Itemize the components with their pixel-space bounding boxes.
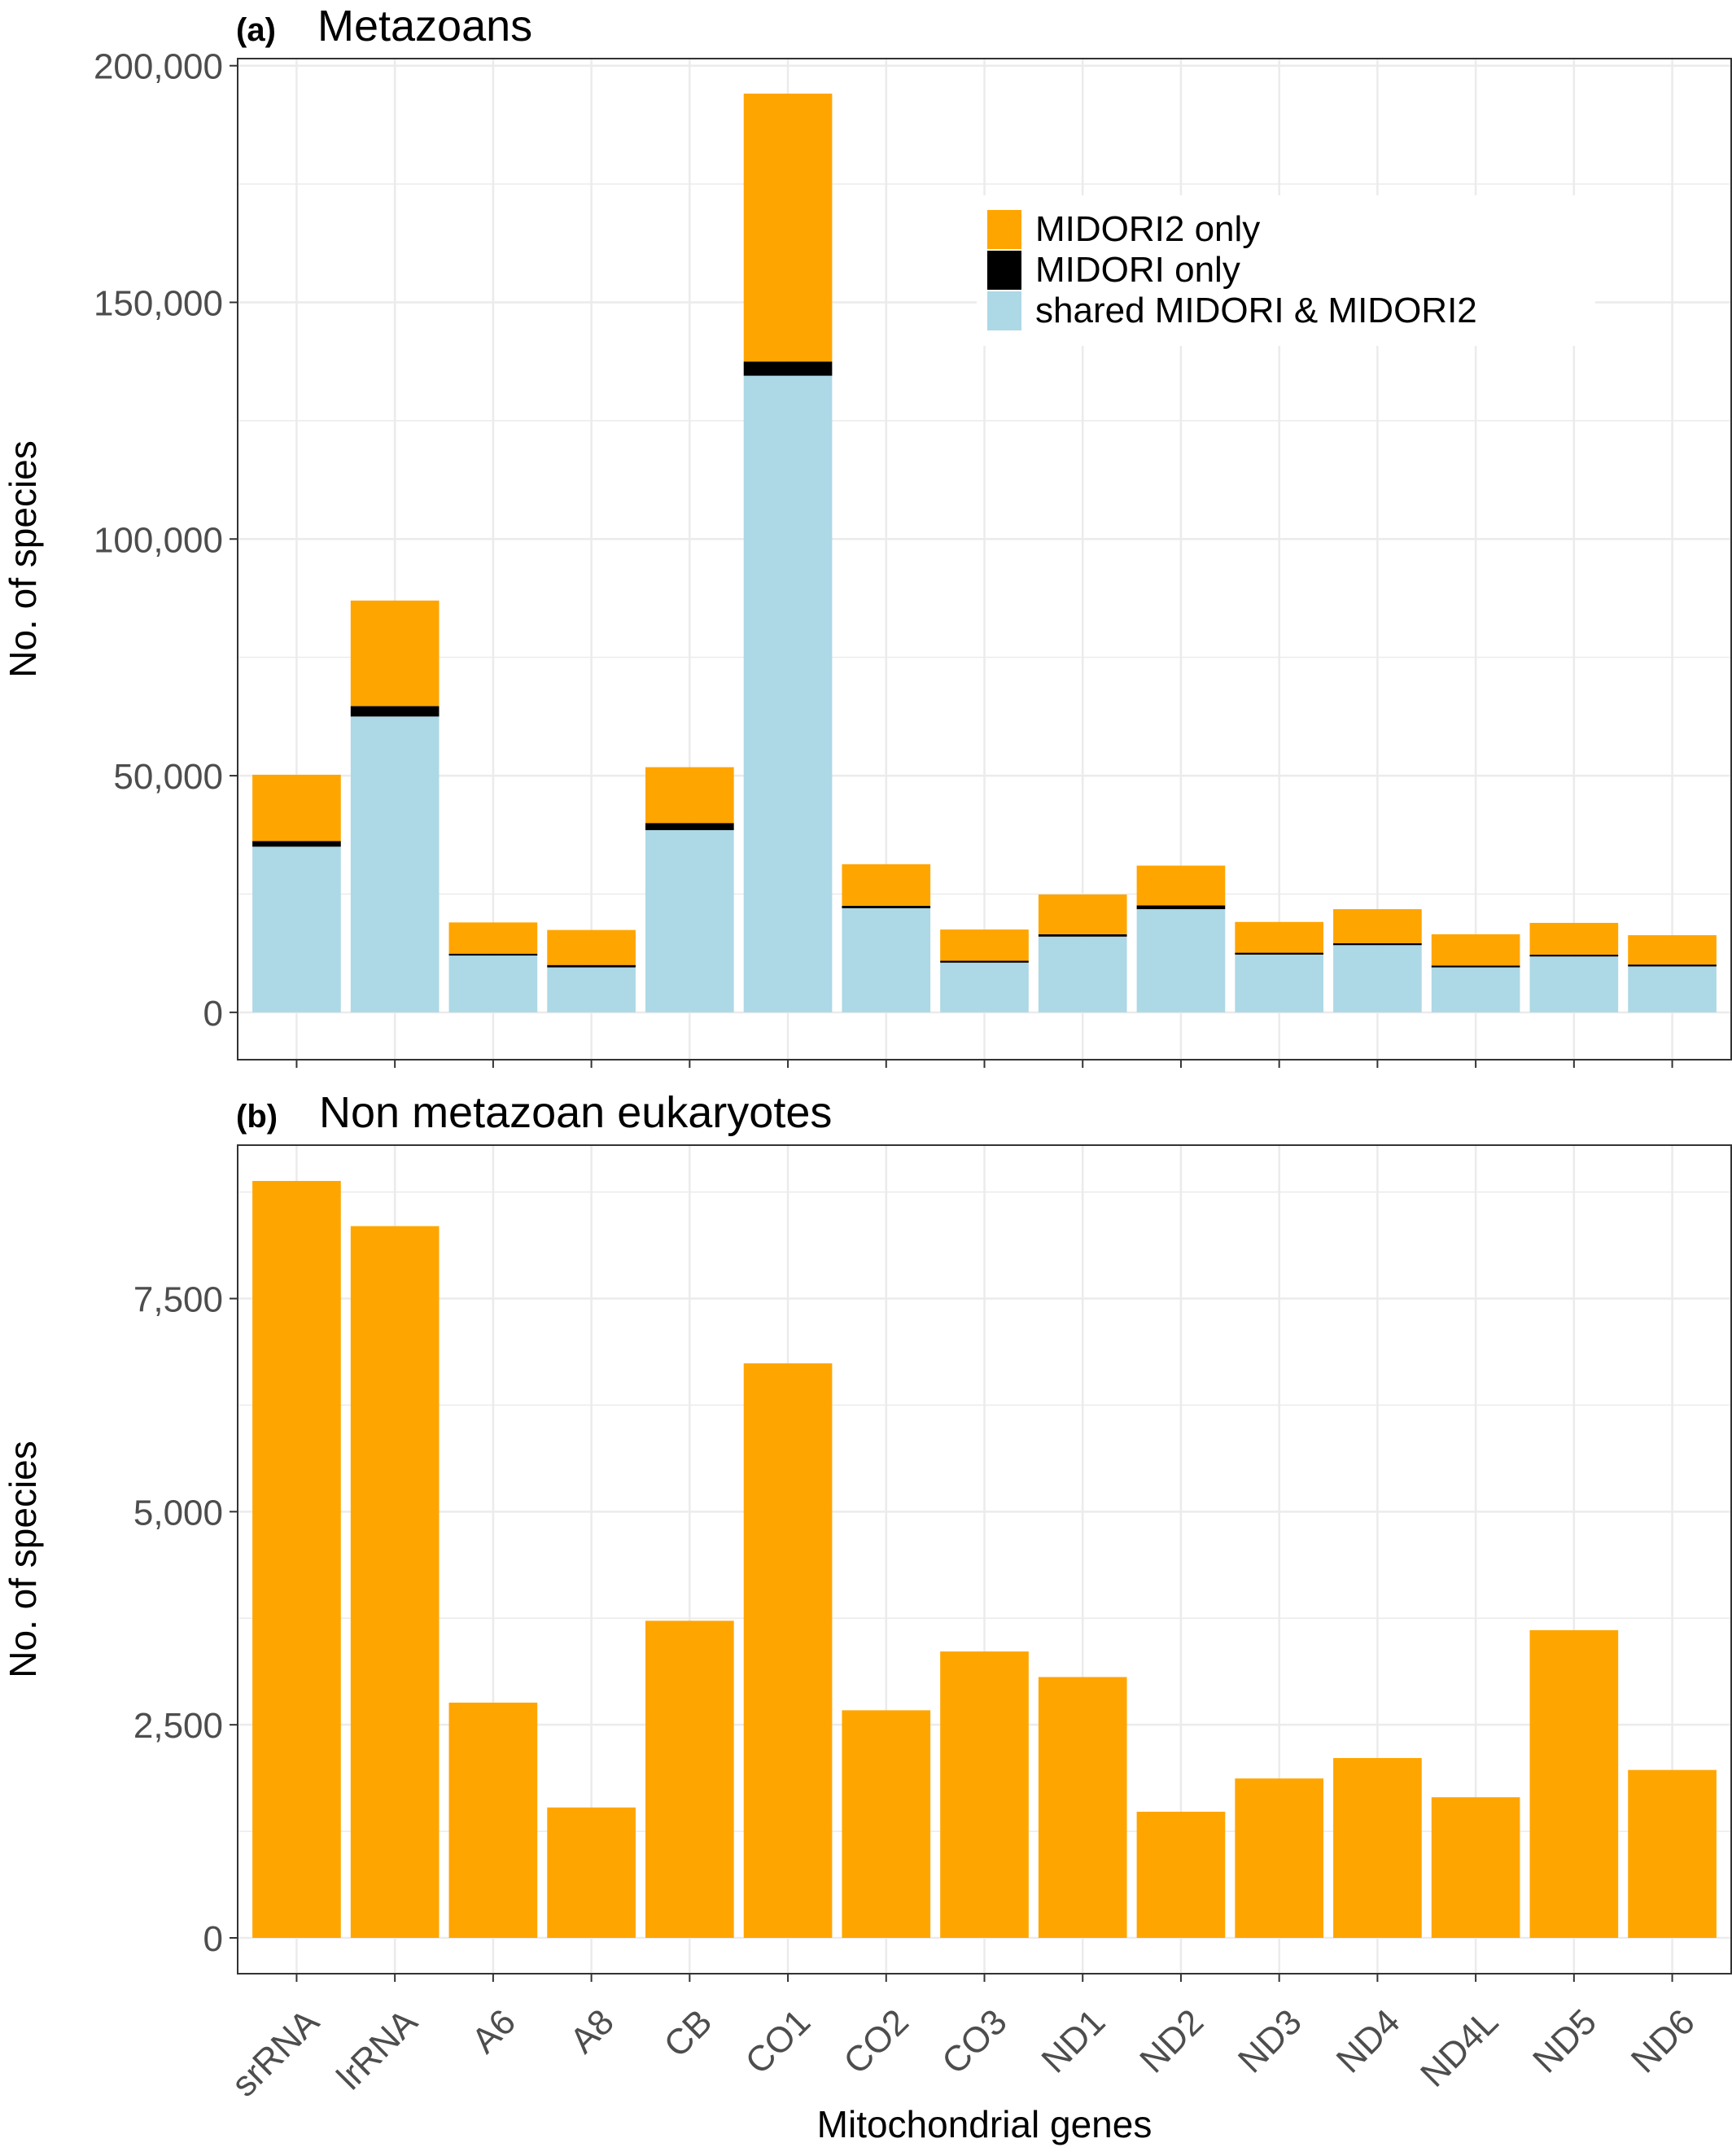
bar-nd5-midori2-only (1529, 922, 1619, 955)
bar-nd4l-midori2-only (1431, 934, 1520, 966)
panel-a-metazoans: (a) Metazoans 0 50,000 100,000 150,000 200,0… (2, 2, 1732, 1068)
bar-nd2-shared-midori-midori2 (1136, 909, 1226, 1012)
legend-label-shared-midori-midori2: shared MIDORI & MIDORI2 (1035, 291, 1477, 330)
y-tick-label: 150,000 (94, 284, 223, 324)
legend-label-midori-only: MIDORI only (1035, 250, 1240, 290)
bar-a6-midori-only (448, 953, 538, 956)
bar-nd6-midori2-only (1628, 935, 1717, 965)
bar-cb-midori2-only (645, 767, 734, 824)
bar-co1 (743, 1363, 833, 1939)
bar-nd6-midori-only (1628, 964, 1717, 967)
bar-cb-midori-only (645, 823, 734, 830)
bar-co1-shared-midori-midori2 (743, 375, 833, 1012)
bar-nd3 (1235, 1778, 1323, 1939)
y-tick-label: 5,000 (133, 1493, 223, 1533)
bar-nd4-shared-midori-midori2 (1333, 945, 1422, 1012)
bar-cb (645, 1620, 734, 1939)
legend-key-midori-only (987, 251, 1021, 290)
legend-key-midori2-only (987, 210, 1021, 249)
bar-nd3-midori2-only (1235, 921, 1323, 953)
bar-nd4l-midori-only (1431, 965, 1520, 968)
bar-srrna-midori-only (252, 841, 341, 847)
bar-co3-midori-only (940, 960, 1029, 963)
bar-nd4-midori2-only (1333, 909, 1422, 943)
bar-co2 (842, 1710, 931, 1939)
bar-nd3-midori-only (1235, 952, 1323, 955)
y-tick-label: 0 (203, 994, 223, 1034)
bar-co2-shared-midori-midori2 (842, 907, 931, 1012)
bar-lrrna-midori-only (350, 706, 440, 717)
bar-a8-shared-midori-midori2 (547, 967, 636, 1012)
bar-a8-midori-only (547, 964, 636, 968)
bar-a6-shared-midori-midori2 (448, 956, 538, 1012)
bar-co3 (940, 1651, 1029, 1939)
panel-a-x-ticks (295, 1060, 1673, 1068)
legend-key-shared-midori-midori2 (987, 291, 1021, 330)
bar-co1-midori2-only (743, 94, 833, 362)
y-tick-label: 0 (203, 1919, 223, 1959)
panel-a-y-axis: 0 50,000 100,000 150,000 200,000 (94, 47, 238, 1034)
bar-nd1 (1038, 1677, 1127, 1939)
panel-b-y-axis-title: No. of species (2, 1441, 44, 1677)
bar-nd3-shared-midori-midori2 (1235, 954, 1323, 1012)
bar-nd6-shared-midori-midori2 (1628, 966, 1717, 1012)
bar-nd5-midori-only (1529, 954, 1619, 957)
bar-nd2-midori2-only (1136, 865, 1226, 906)
bar-a8-midori2-only (547, 929, 636, 965)
y-tick-label: 7,500 (133, 1280, 223, 1320)
bar-co2-midori-only (842, 905, 931, 908)
bar-co1-midori-only (743, 361, 833, 376)
legend-background (977, 195, 1595, 346)
bar-srrna (252, 1180, 341, 1939)
panel-a-bars (252, 94, 1717, 1012)
bar-nd2 (1136, 1812, 1226, 1939)
bar-srrna-midori2-only (252, 774, 341, 842)
bar-lrrna-shared-midori-midori2 (350, 716, 440, 1012)
bar-nd1-midori-only (1038, 934, 1127, 937)
bar-nd4 (1333, 1758, 1422, 1939)
panel-b-y-axis: 0 2,500 5,000 7,500 (133, 1280, 238, 1959)
y-tick-label: 200,000 (94, 47, 223, 87)
bar-nd4l-shared-midori-midori2 (1431, 967, 1520, 1012)
bar-nd6 (1628, 1769, 1717, 1939)
panel-a-y-axis-title: No. of species (2, 440, 44, 677)
bar-nd5-shared-midori-midori2 (1529, 956, 1619, 1012)
legend-label-midori2-only: MIDORI2 only (1035, 209, 1260, 249)
panel-b-x-axis-title: Mitochondrial genes (817, 2103, 1152, 2145)
bar-co3-midori2-only (940, 929, 1029, 961)
bar-co2-midori2-only (842, 864, 931, 906)
bar-a6-midori2-only (448, 922, 538, 954)
panel-b-bars (252, 1180, 1717, 1939)
panel-b-tag: (b) (236, 1099, 278, 1135)
bar-nd1-shared-midori-midori2 (1038, 936, 1127, 1012)
bar-a6 (448, 1702, 538, 1939)
bar-nd1-midori2-only (1038, 894, 1127, 934)
bar-nd4l (1431, 1797, 1520, 1939)
bar-nd5 (1529, 1629, 1619, 1939)
panel-b-non-metazoan: (b) Non metazoan eukaryotes 0 2,500 5,000 7… (2, 1088, 1732, 2145)
panel-a-title: Metazoans (317, 2, 532, 50)
y-tick-label: 50,000 (113, 757, 223, 797)
y-tick-label: 2,500 (133, 1706, 223, 1746)
panel-b-title: Non metazoan eukaryotes (319, 1088, 832, 1137)
panel-a-tag: (a) (236, 12, 276, 48)
bar-lrrna-midori2-only (350, 600, 440, 706)
bar-nd2-midori-only (1136, 905, 1226, 910)
bar-lrrna (350, 1226, 440, 1939)
bar-co3-shared-midori-midori2 (940, 962, 1029, 1012)
bar-cb-shared-midori-midori2 (645, 829, 734, 1012)
bar-a8 (547, 1807, 636, 1939)
bar-srrna-shared-midori-midori2 (252, 846, 341, 1012)
bar-nd4-midori-only (1333, 942, 1422, 946)
y-tick-label: 100,000 (94, 520, 223, 560)
